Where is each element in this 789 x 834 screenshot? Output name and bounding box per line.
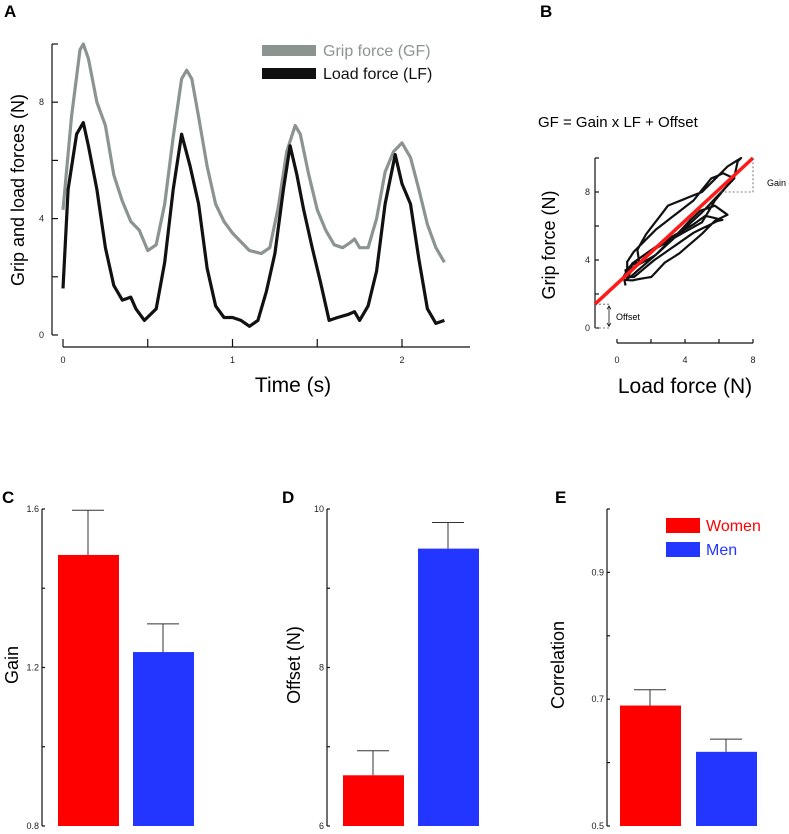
legend-label: Load force (LF) <box>323 66 432 83</box>
y-tick-label: 4 <box>39 214 44 224</box>
panel-label-d: D <box>282 488 294 507</box>
bar-women <box>58 554 119 826</box>
legend-label: Grip force (GF) <box>323 43 431 60</box>
legend-label: Men <box>706 542 737 559</box>
y-tick-label: 4 <box>585 255 590 265</box>
y-tick-label: 0.7 <box>591 694 604 704</box>
panel-label-b: B <box>540 2 552 21</box>
equation-title: GF = Gain x LF + Offset <box>538 114 699 131</box>
y-tick-label: 1.6 <box>26 504 39 514</box>
x-tick-label: 8 <box>750 355 755 365</box>
bar-women <box>620 705 681 826</box>
bar-men <box>418 548 479 826</box>
y-tick-label: 0 <box>39 330 44 340</box>
y-tick-label: 8 <box>585 187 590 197</box>
legend-swatch <box>262 45 316 56</box>
y-tick-label: 10 <box>314 504 324 514</box>
y-tick-label: 6 <box>319 821 324 831</box>
y-tick-label: 1.2 <box>26 663 39 673</box>
chart-b: GF = Gain x LF + Offset 0 4 8 0 4 8 Load force … <box>538 114 786 398</box>
legend-swatch <box>666 542 700 557</box>
panel-label-a: A <box>4 2 16 21</box>
chart-d: 6 8 10 Offset (N) <box>284 504 479 831</box>
legend-label: Women <box>706 518 761 535</box>
gain-guide <box>720 158 754 193</box>
legend-swatch <box>666 518 700 533</box>
series-line-grip <box>61 42 446 264</box>
y-tick-label: 8 <box>39 97 44 107</box>
panel-label-e: E <box>555 488 566 507</box>
y-tick-label: 0.9 <box>591 567 604 577</box>
y-axis-title: Correlation <box>548 621 568 709</box>
panel-label-c: C <box>2 488 14 507</box>
legend-swatch <box>262 68 316 79</box>
y-tick-label: 0.5 <box>591 821 604 831</box>
x-tick-label: 1 <box>230 355 235 365</box>
y-axis-title: Grip force (N) <box>539 190 559 299</box>
y-axis-title: Grip and load forces (N) <box>8 94 28 286</box>
y-tick-label: 8 <box>319 663 324 673</box>
gain-annotation: Gain <box>767 178 786 188</box>
x-tick-label: 0 <box>60 355 65 365</box>
bar-women <box>343 775 404 826</box>
chart-c: 0.8 1.2 1.6 Gain <box>2 504 194 831</box>
bar-men <box>696 751 757 826</box>
offset-annotation: Offset <box>616 312 640 322</box>
x-tick-label: 0 <box>614 355 619 365</box>
regression-line <box>593 156 755 306</box>
x-axis-title: Load force (N) <box>618 375 752 398</box>
y-tick-label: 0 <box>585 323 590 333</box>
y-tick-label: 0.8 <box>26 821 39 831</box>
x-tick-label: 4 <box>682 355 687 365</box>
y-axis-title: Offset (N) <box>284 626 304 704</box>
y-axis-title: Gain <box>2 646 22 684</box>
chart-e: 0.5 0.7 0.9 Correlation Women Men <box>548 508 761 831</box>
offset-arrow-icon <box>606 305 612 328</box>
bar-men <box>133 652 194 826</box>
x-tick-label: 2 <box>399 355 404 365</box>
x-axis-title: Time (s) <box>255 374 331 397</box>
offset-guide <box>595 303 611 329</box>
series-line-load <box>61 121 445 328</box>
chart-a: 0 4 8 0 1 2 Time (s) Grip and load forces (N) Gr… <box>8 42 470 397</box>
